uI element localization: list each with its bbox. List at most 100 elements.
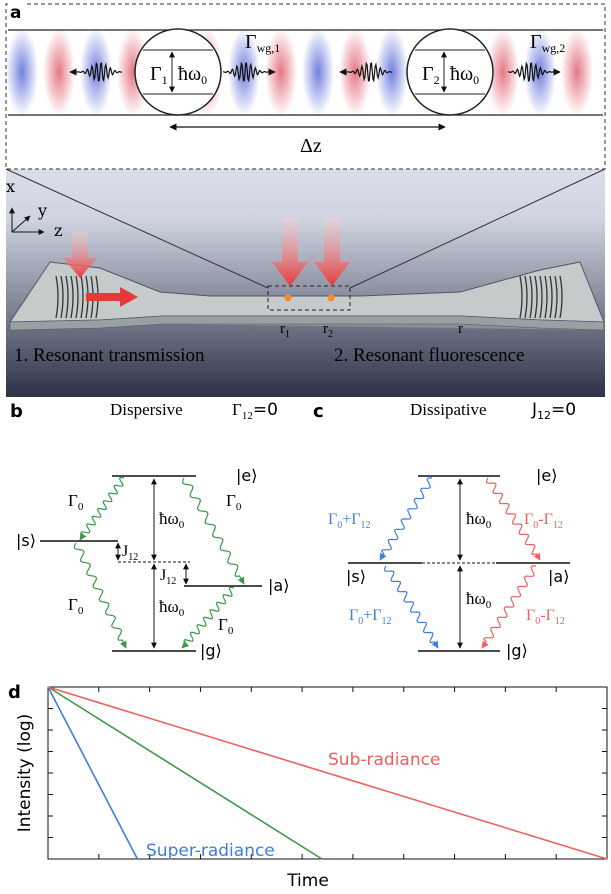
- tapered-waveguide: [9, 261, 605, 331]
- grating-line: [549, 275, 553, 319]
- axis-x-label: x: [6, 177, 15, 196]
- decay-paths-c: [379, 477, 541, 649]
- decay-path-e-s: [379, 477, 433, 561]
- grating-line: [75, 275, 79, 319]
- grating-line: [65, 275, 69, 319]
- j12-b-2: J12: [160, 567, 176, 587]
- decay-lines: [47, 686, 608, 860]
- atom-region-box: [267, 285, 351, 311]
- gamma-minus-c-1: Γ0-Γ12: [524, 511, 563, 531]
- panel-label-a-bg: [8, 2, 25, 20]
- mode-band: [6, 28, 38, 116]
- panel-c: c Dissipative J12=0 |e⟩ |s⟩ |a⟩ |g⟩ ħω0 …: [313, 400, 576, 660]
- ket-a-b: |a⟩: [268, 576, 289, 595]
- panel-b: b Dispersive Γ12=0 |e⟩ |s⟩ |a⟩ |g⟩ Γ0 Γ0…: [10, 400, 289, 660]
- grating-coupler-right: [519, 275, 563, 319]
- panel-label-b: b: [10, 401, 23, 422]
- x-axis-label: Time: [286, 871, 329, 891]
- coordinate-axes: x y z: [6, 177, 62, 240]
- decay-path-a-g: [481, 565, 537, 649]
- panel-d: d Super-radiance Sub-radiance Time Inten…: [8, 682, 608, 891]
- zoom-line-right: [349, 168, 606, 289]
- y-axis-label: Intensity (log): [15, 714, 35, 833]
- j12-b-1: J12: [122, 543, 138, 563]
- sub-radiance-label: Sub-radiance: [328, 750, 440, 770]
- mode-band: [561, 28, 593, 116]
- decay-paths-b: [73, 477, 245, 649]
- ket-s-b: |s⟩: [16, 531, 36, 550]
- r-label: r: [458, 321, 463, 337]
- zoom-line-left: [5, 168, 269, 289]
- mode-band: [265, 28, 297, 116]
- hbar-omega-label-1: ħω0: [178, 63, 207, 87]
- gamma-minus-c-2: Γ0-Γ12: [526, 607, 565, 627]
- grating-line: [519, 275, 523, 319]
- atom-1: [134, 28, 222, 116]
- super-radiance-label: Super-radiance: [146, 841, 275, 861]
- gamma0-b-2: Γ0: [226, 491, 242, 513]
- mode-band: [339, 28, 371, 116]
- panel-label-c: c: [313, 401, 324, 422]
- caption-resonant-transmission: 1. Resonant transmission: [14, 345, 205, 366]
- decay-line-2: [47, 686, 608, 860]
- dispersive-title: Dispersive: [110, 400, 183, 419]
- hw-c-bottom: ħω0: [466, 589, 492, 611]
- panel-label-a: a: [10, 3, 21, 23]
- atom-dot-2: [327, 294, 335, 302]
- axis-y-label: y: [37, 201, 47, 220]
- decay-path-s-g: [383, 565, 439, 649]
- grating-line: [529, 275, 533, 319]
- grating-line: [70, 275, 74, 319]
- gamma0-b-1: Γ0: [68, 491, 84, 513]
- ket-s-c: |s⟩: [346, 567, 366, 586]
- excitation-arrows: [63, 218, 350, 307]
- delta-z-label: Δz: [300, 135, 322, 157]
- panel-a: Γ1 ħω0 Γ2 ħω0 Γwg,1 Γwg,2 Δz x y z: [5, 0, 606, 397]
- atom-dot-1: [284, 294, 292, 302]
- photon-packets: [69, 61, 561, 83]
- decay-path-a-g: [181, 586, 235, 649]
- photon-wavepacket: [223, 61, 267, 83]
- mode-band: [302, 28, 334, 116]
- photon-wavepacket: [78, 61, 122, 83]
- grating-line: [539, 275, 543, 319]
- dissipative-condition: J12=0: [531, 400, 576, 422]
- hw-b-bottom: ħω0: [159, 597, 185, 619]
- mode-band: [80, 28, 112, 116]
- r1-label: r1: [280, 321, 290, 340]
- gamma2-label: Γ2: [422, 63, 440, 87]
- gamma0-b-4: Γ0: [218, 615, 234, 637]
- decay-line-0: [47, 686, 139, 860]
- dissipative-title: Dissipative: [410, 400, 487, 419]
- gamma-wg1-label: Γwg,1: [245, 31, 280, 55]
- grating-line: [60, 275, 64, 319]
- grating-line: [80, 275, 84, 319]
- grating-line: [55, 275, 59, 319]
- mode-band: [43, 28, 75, 116]
- photon-wavepacket: [508, 61, 552, 83]
- r2-label: r2: [323, 321, 333, 340]
- hw-c-top: ħω0: [466, 509, 492, 531]
- grating-line: [544, 275, 548, 319]
- ket-g-b: |g⟩: [200, 641, 222, 660]
- mode-band: [228, 28, 260, 116]
- hbar-omega-label-2: ħω0: [450, 63, 479, 87]
- gamma-plus-c-1: Γ0+Γ12: [328, 511, 371, 531]
- atom-2: [406, 28, 494, 116]
- gamma-plus-c-2: Γ0+Γ12: [349, 607, 392, 627]
- ket-e-b: |e⟩: [236, 466, 257, 485]
- ket-g-c: |g⟩: [506, 641, 528, 660]
- gamma-wg2-label: Γwg,2: [530, 31, 565, 55]
- grating-line: [559, 275, 563, 319]
- decay-line-1: [47, 686, 323, 860]
- panel-label-d: d: [8, 682, 21, 703]
- photon-wavepacket: [348, 61, 392, 83]
- grating-line: [524, 275, 528, 319]
- grating-line: [554, 275, 558, 319]
- dispersive-condition: Γ12=0: [232, 400, 278, 422]
- axis-ticks: [48, 687, 607, 859]
- caption-resonant-fluorescence: 2. Resonant fluorescence: [334, 345, 524, 366]
- axis-z-label: z: [54, 221, 62, 240]
- decay-path-s-g: [73, 542, 127, 649]
